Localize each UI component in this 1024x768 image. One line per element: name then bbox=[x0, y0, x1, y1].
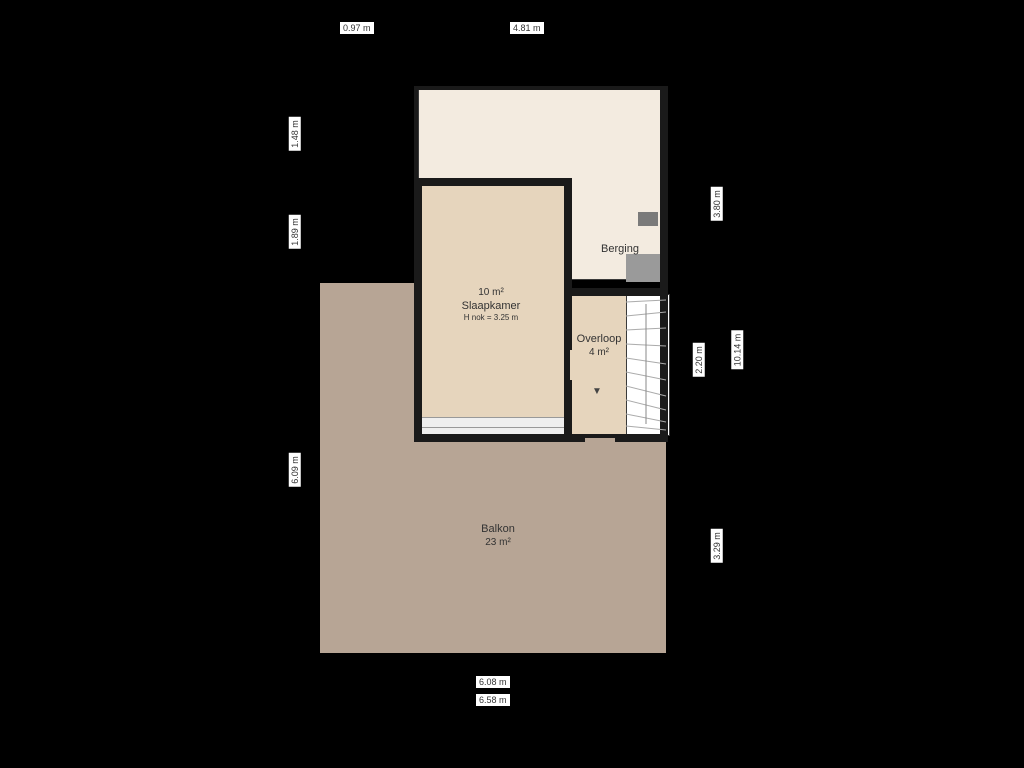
dim-right-3: 10.14 m bbox=[731, 331, 743, 370]
label-overloop: Overloop 4 m² bbox=[574, 332, 624, 359]
dim-bottom-3: 6.58 m bbox=[476, 694, 510, 706]
room-balkon-strip bbox=[320, 283, 418, 440]
label-berging: Berging bbox=[590, 242, 650, 256]
dim-top-right: 4.81 m bbox=[510, 22, 544, 34]
dim-top-left: 0.97 m bbox=[340, 22, 374, 34]
window-divider bbox=[418, 427, 568, 428]
dim-right-4: 3.29 m bbox=[711, 529, 723, 563]
wall bbox=[414, 178, 422, 440]
dim-bottom-1: 6.08 m bbox=[476, 676, 510, 688]
wall bbox=[414, 86, 668, 90]
dim-left-1: 1.48 m bbox=[289, 117, 301, 151]
wall bbox=[564, 178, 572, 438]
dim-right-1: 3.80 m bbox=[711, 187, 723, 221]
label-slaapkamer: 10 m² Slaapkamer H nok = 3.25 m bbox=[446, 286, 536, 324]
stairs-svg bbox=[626, 294, 668, 434]
dim-right-2: 2.20 m bbox=[693, 343, 705, 377]
wall bbox=[414, 434, 668, 442]
stair-arrow: ▼ bbox=[592, 386, 602, 397]
dim-left-3: 6.09 m bbox=[289, 453, 301, 487]
wall bbox=[414, 86, 418, 182]
fixture-small bbox=[638, 212, 658, 226]
dim-left-2: 1.89 m bbox=[289, 215, 301, 249]
room-overloop bbox=[570, 294, 628, 436]
wall bbox=[414, 178, 571, 186]
door-opening-bottom bbox=[585, 438, 615, 442]
fixture-large bbox=[626, 254, 660, 282]
label-balkon: Balkon 23 m² bbox=[468, 522, 528, 549]
